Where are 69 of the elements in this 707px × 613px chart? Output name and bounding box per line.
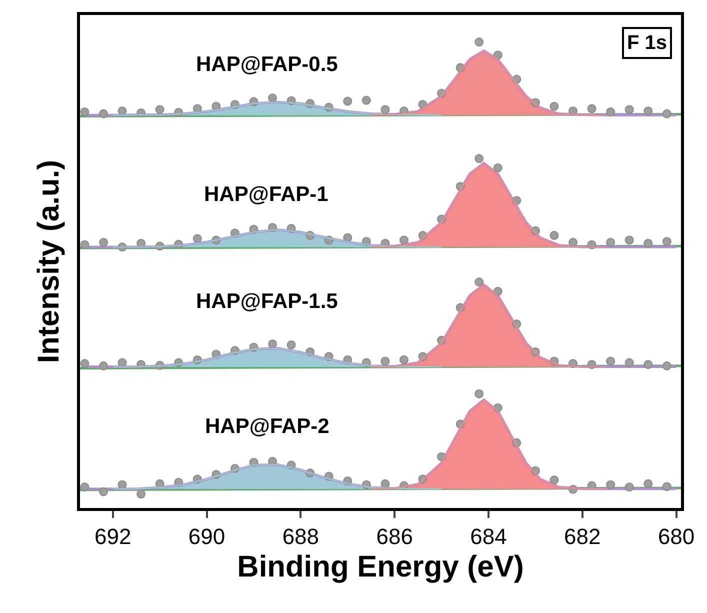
annotation: HAP@FAP-0.5 bbox=[196, 53, 338, 76]
x-tick-label: 686 bbox=[376, 524, 413, 550]
point bbox=[118, 480, 127, 490]
point bbox=[474, 154, 484, 164]
x-tick-label: 682 bbox=[564, 524, 601, 550]
x-tick-label: 690 bbox=[188, 524, 226, 550]
point bbox=[568, 238, 578, 247]
point bbox=[98, 487, 108, 496]
point bbox=[399, 236, 408, 245]
point bbox=[380, 479, 390, 488]
point bbox=[474, 389, 484, 398]
point bbox=[624, 482, 634, 492]
x-tick-label: 688 bbox=[282, 524, 320, 550]
point bbox=[399, 355, 408, 364]
point bbox=[606, 238, 616, 247]
point bbox=[550, 102, 559, 111]
point bbox=[343, 233, 352, 242]
x-tick-label: 684 bbox=[470, 524, 507, 550]
point bbox=[624, 105, 634, 114]
point bbox=[268, 93, 278, 102]
point bbox=[343, 96, 352, 106]
point bbox=[155, 105, 164, 114]
y-axis-title: Intensity (a.u.) bbox=[32, 160, 66, 364]
point bbox=[98, 238, 108, 247]
point bbox=[80, 482, 90, 492]
point bbox=[606, 356, 616, 366]
point bbox=[80, 107, 90, 116]
point bbox=[550, 476, 559, 485]
point bbox=[80, 240, 90, 250]
point bbox=[118, 106, 127, 116]
point bbox=[474, 38, 484, 47]
point bbox=[587, 481, 596, 490]
point bbox=[587, 104, 596, 114]
point bbox=[380, 105, 390, 114]
x-tick-label: 680 bbox=[658, 524, 695, 550]
point bbox=[644, 106, 653, 116]
point bbox=[98, 361, 108, 370]
point bbox=[286, 340, 296, 350]
point bbox=[624, 358, 634, 368]
x-axis-title: Binding Energy (eV) bbox=[237, 550, 524, 584]
point bbox=[644, 479, 653, 488]
point bbox=[662, 361, 672, 370]
point bbox=[268, 339, 278, 348]
x-tick-label: 692 bbox=[94, 524, 132, 550]
annotation: HAP@FAP-1.5 bbox=[196, 290, 338, 313]
point bbox=[362, 96, 371, 105]
point bbox=[644, 360, 653, 369]
point bbox=[136, 238, 146, 248]
point bbox=[568, 106, 578, 116]
point bbox=[644, 238, 653, 248]
point bbox=[118, 358, 127, 368]
point bbox=[474, 278, 484, 286]
annotation: HAP@FAP-1 bbox=[204, 183, 329, 206]
point bbox=[606, 107, 616, 116]
point bbox=[624, 236, 634, 245]
point bbox=[662, 109, 672, 118]
point bbox=[380, 356, 390, 366]
point bbox=[662, 482, 672, 492]
point bbox=[550, 230, 559, 240]
point bbox=[98, 109, 108, 118]
point bbox=[136, 490, 146, 499]
annotation: F 1s bbox=[627, 32, 668, 54]
point bbox=[493, 50, 502, 60]
point bbox=[80, 359, 90, 368]
point bbox=[662, 236, 672, 246]
point bbox=[606, 480, 616, 490]
annotation: HAP@FAP-2 bbox=[205, 415, 330, 438]
point bbox=[493, 163, 502, 172]
point bbox=[192, 234, 202, 244]
